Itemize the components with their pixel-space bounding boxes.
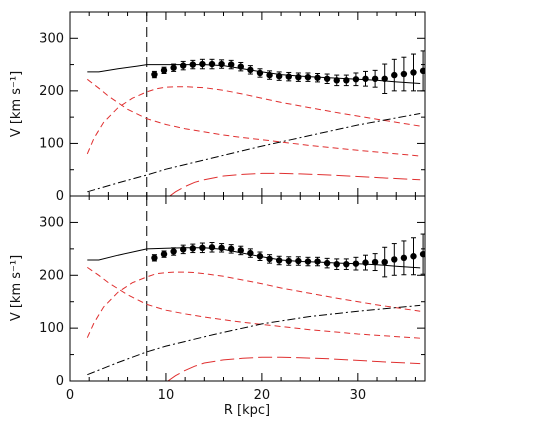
panel-bottom-xtick-label: 10 <box>158 388 175 403</box>
panel-top-series-dashed-red-2 <box>86 86 421 155</box>
panel-bottom-data-point <box>237 247 244 254</box>
panel-top-data-point <box>391 71 398 79</box>
panel-top-data-point <box>151 71 158 78</box>
panel-bottom-data-point <box>304 258 312 265</box>
panel-top-data-point <box>295 73 302 81</box>
panel-bottom-ytick-label: 0 <box>56 374 64 389</box>
panel-bottom-series-longdash-red-4 <box>167 356 421 381</box>
panel-bottom-series-solid-black-0 <box>87 247 421 269</box>
panel-top-series-dashdot-black-3 <box>87 113 421 193</box>
panel-bottom-data-point <box>208 244 216 251</box>
panel-bottom-data-point <box>343 260 350 268</box>
panel-bottom-data-point <box>352 260 360 267</box>
panel-top-data-point <box>371 75 379 82</box>
panel-bottom-data-point <box>400 254 408 262</box>
panel-bottom-data-point <box>333 260 340 268</box>
panel-top-data-point <box>400 70 408 78</box>
panel-bottom-data-point <box>151 254 158 262</box>
panel-bottom-data-point <box>314 258 321 265</box>
panel-top-data-point <box>333 77 340 84</box>
panel-top-data-point <box>275 72 283 80</box>
panel-top-data-point <box>419 67 425 75</box>
panel-top-ytick-label: 300 <box>39 31 64 46</box>
panel-bottom-data-point <box>256 253 264 260</box>
panel-bottom-series-dashed-red-2 <box>86 271 421 338</box>
panel-top-data-point <box>314 74 321 81</box>
panel-bottom-series-dashdot-black-3 <box>87 304 421 376</box>
panel-bottom-data-point <box>199 244 206 251</box>
panel-top-ytick-label: 200 <box>39 84 64 99</box>
panel-bottom-xtick-label: 30 <box>350 388 367 403</box>
panel-bottom-data-point <box>285 257 292 265</box>
panel-bottom-data-point <box>323 259 331 267</box>
panel-bottom-data-point <box>381 258 388 266</box>
panel-bottom-data-point <box>419 250 425 258</box>
panel-top-data-point <box>343 77 350 84</box>
panel-bottom-data-point <box>160 250 168 258</box>
panel-bottom-data-point <box>391 256 398 263</box>
panel-bottom-xtick-label: 20 <box>254 388 271 403</box>
panel-bottom-series-dashed-red-1 <box>87 266 421 339</box>
panel-bottom-data-point <box>227 245 235 253</box>
panel-bottom-data-point <box>362 259 369 266</box>
panel-top-data-point <box>256 69 264 77</box>
panel-top-data-point <box>180 62 187 69</box>
panel-top-series-longdash-red-4 <box>169 172 421 196</box>
panel-top-data-point <box>352 76 360 83</box>
panel-top-data-point <box>304 73 312 81</box>
panel-bottom-data-point <box>180 246 187 253</box>
panel-top-data-point <box>285 73 292 80</box>
panel-top-data-point <box>362 75 369 82</box>
panel-bottom-xtick-label: 0 <box>66 388 74 403</box>
panel-bottom-plot-area <box>86 196 425 381</box>
x-axis-label: R [kpc] <box>224 403 270 418</box>
panel-bottom-data-point <box>275 257 283 264</box>
panel-bottom-data-point <box>295 257 302 265</box>
panel-bottom-data-point <box>189 245 197 252</box>
panel-bottom-data-point <box>218 244 225 251</box>
panel-bottom-data-point <box>371 258 379 266</box>
panel-top-data-point <box>247 66 254 74</box>
panel-top-plot-area <box>86 12 425 196</box>
panel-top-data-point <box>160 67 168 74</box>
panel-top-data-point <box>218 60 225 68</box>
panel-top-data-point <box>266 71 273 79</box>
panel-top: 0 100 200 300 V [km s⁻¹] <box>9 11 426 204</box>
panel-bottom-ytick-label: 300 <box>39 215 64 230</box>
panel-bottom-ytick-label: 200 <box>39 268 64 283</box>
panel-top-data-point <box>410 69 417 76</box>
panel-bottom-ytick-label: 100 <box>39 321 64 336</box>
panel-bottom-data-point <box>170 248 177 255</box>
panel-top-data-point <box>199 60 206 68</box>
panel-top-data-point <box>323 75 331 82</box>
panel-bottom-data-point <box>410 253 417 260</box>
panel-bottom-data-point <box>247 249 254 257</box>
panel-bottom-frame <box>69 195 426 382</box>
panel-top-data-point <box>189 61 197 68</box>
panel-bottom: 0 100 200 300 0 10 20 30 V [km s⁻¹] R [kpc] <box>9 195 426 418</box>
panel-top-ytick-label: 100 <box>39 136 64 151</box>
panel-top-data-point <box>237 63 244 70</box>
panel-top-ytick-label: 0 <box>56 189 64 204</box>
panel-top-data-point <box>170 64 177 71</box>
panel-top-data-point <box>227 61 235 68</box>
panel-top-data-point <box>381 75 388 82</box>
panel-top-data-point <box>208 60 216 68</box>
panel-bottom-ylabel: V [km s⁻¹] <box>9 255 24 321</box>
panel-bottom-data-point <box>266 255 273 263</box>
panel-top-ylabel: V [km s⁻¹] <box>9 71 24 137</box>
panel-top-series-solid-black-0 <box>87 64 421 84</box>
panel-top-series-dashed-red-1 <box>86 78 421 157</box>
